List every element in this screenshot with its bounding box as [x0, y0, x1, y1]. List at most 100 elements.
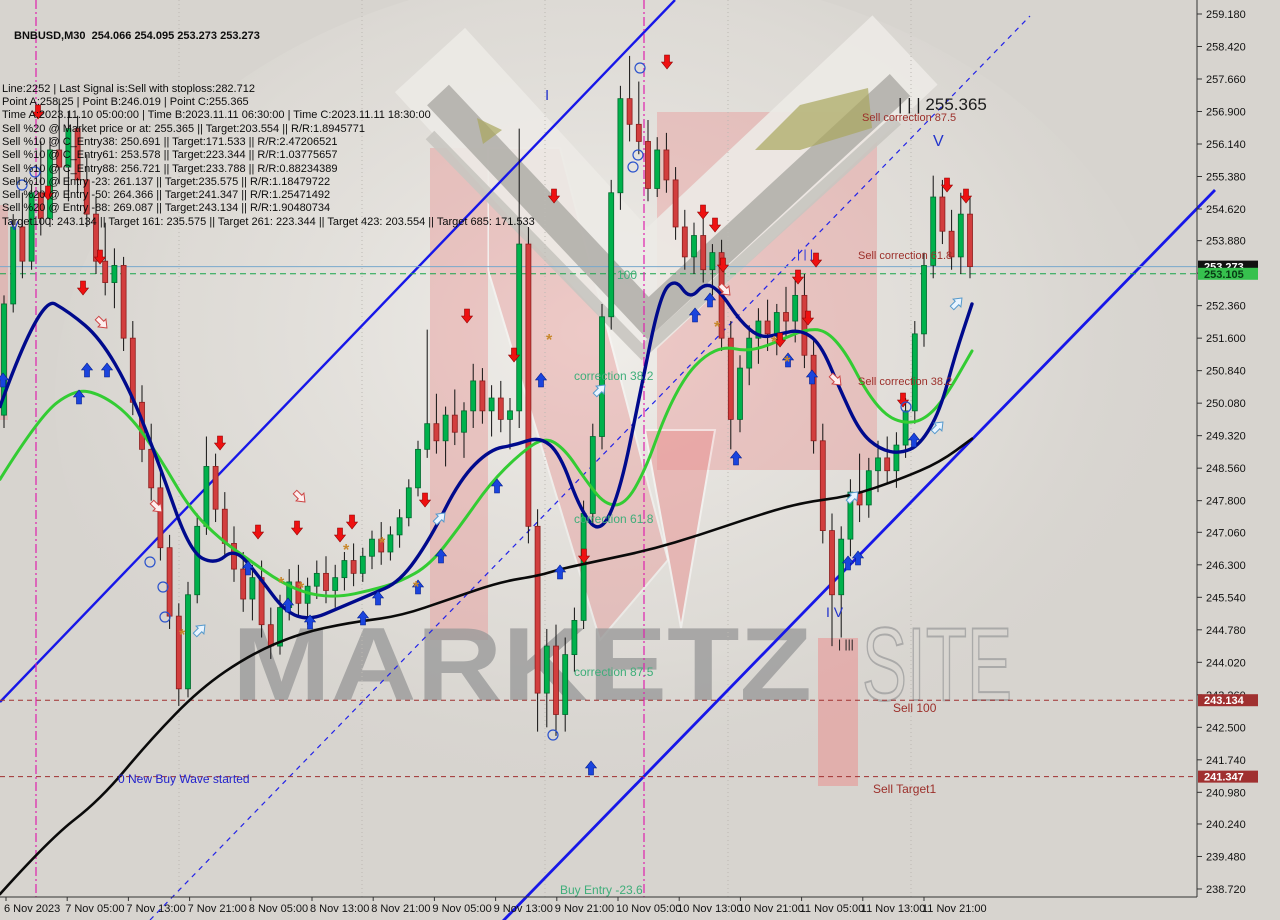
hollow-down-arrow-icon — [149, 499, 163, 513]
buy-arrow-icon — [356, 610, 370, 626]
sell-arrow-icon — [76, 280, 90, 296]
sell-arrow-icon — [547, 188, 561, 204]
star-marker-icon: * — [298, 580, 305, 597]
annotation-text: Sell 100 — [893, 701, 937, 715]
buy-arrow-icon — [100, 362, 114, 378]
annotation-text: I — [545, 87, 549, 104]
circle-marker-icon — [16, 179, 28, 191]
candle-body — [313, 572, 320, 587]
candle-body — [654, 149, 661, 189]
candle-body — [323, 572, 329, 591]
price-tick-label: 250.840 — [1206, 366, 1246, 378]
candle-body — [405, 487, 412, 519]
buy-arrow-icon — [281, 597, 295, 613]
candle-body — [378, 538, 385, 553]
buy-arrow-icon — [553, 564, 567, 580]
candle-body — [37, 192, 44, 219]
candle-body — [488, 397, 495, 412]
trendline[interactable] — [0, 0, 676, 703]
time-tick-label: 6 Nov 2023 — [4, 903, 60, 915]
price-tick-label: 248.560 — [1206, 463, 1246, 475]
candle-body — [442, 414, 449, 442]
time-axis[interactable]: 6 Nov 2023 7 Nov 05:00 7 Nov 13:00 7 Nov 21… — [4, 897, 987, 915]
price-tick-label: 247.060 — [1206, 527, 1246, 539]
candle-body — [589, 436, 596, 514]
candle-body — [571, 620, 578, 656]
candle-body — [525, 243, 532, 527]
annotation-text: Sell correction 61.8 — [858, 250, 952, 262]
circle-marker-icon — [900, 401, 912, 413]
price-marker-box: 253.105 — [1198, 267, 1258, 281]
candle-body — [645, 141, 651, 189]
candle-body — [415, 448, 421, 489]
candle-body — [19, 226, 26, 262]
sell-arrow-icon — [345, 514, 359, 530]
ma-medium-green — [0, 328, 974, 598]
candle-body — [102, 260, 109, 283]
candle-body — [838, 538, 845, 596]
buy-arrow-icon — [490, 478, 504, 494]
candle-body — [746, 337, 753, 369]
price-tick-label: 250.080 — [1206, 398, 1246, 410]
buy-arrow-icon — [729, 450, 743, 466]
sell-arrow-icon — [93, 249, 107, 265]
annotation-text: | | | — [797, 247, 813, 261]
buy-arrow-icon — [907, 432, 921, 448]
watermark-olive-shape — [477, 118, 502, 144]
annotation-text: V — [10, 218, 19, 233]
candle-body — [884, 457, 891, 472]
candle-body — [608, 192, 615, 318]
candle-body — [93, 213, 99, 262]
circle-marker-icon — [157, 581, 169, 593]
time-tick-label: 7 Nov 13:00 — [126, 903, 185, 915]
candle-body — [921, 265, 927, 335]
background-glow — [55, 0, 1175, 830]
time-tick-label: 8 Nov 21:00 — [371, 903, 430, 915]
buy-arrow-icon — [534, 372, 548, 388]
time-tick-label: 7 Nov 21:00 — [188, 903, 247, 915]
sell-arrow-icon — [290, 520, 304, 536]
candle-body — [47, 149, 53, 219]
time-tick-label: 9 Nov 13:00 — [494, 903, 553, 915]
time-tick-label: 11 Nov 05:00 — [800, 903, 865, 915]
price-tick-label: 245.540 — [1206, 592, 1246, 604]
candle-body — [433, 423, 440, 442]
price-tick-label: 255.380 — [1206, 171, 1246, 183]
buy-arrow-icon — [584, 760, 598, 776]
price-axis[interactable]: 259.180 258.420 257.660 256.900 256.140 255.3… — [1197, 9, 1258, 896]
buy-arrow-icon — [781, 352, 795, 368]
hollow-up-arrow-icon — [930, 421, 944, 435]
annotation-text: correction 87.5 — [574, 665, 654, 679]
candle-body — [249, 577, 256, 600]
candle-body — [497, 397, 504, 420]
buy-arrow-icon — [371, 590, 385, 606]
time-tick-label: 10 Nov 21:00 — [738, 903, 803, 915]
ma-fast-navy — [0, 281, 974, 620]
candle-body — [902, 410, 909, 446]
price-marker-bg — [1198, 267, 1258, 280]
annotation-text: Sell correction 87.5 — [862, 112, 956, 124]
sell-arrow-icon — [896, 392, 910, 408]
annotation-text: 0 New Buy Wave started — [118, 772, 250, 786]
price-tick-label: 238.720 — [1206, 884, 1246, 896]
hollow-up-arrow-icon — [432, 512, 446, 526]
candle-body — [727, 337, 734, 420]
watermark-chevron — [425, 115, 902, 361]
candle-body — [635, 123, 642, 142]
candle-body — [231, 543, 237, 570]
price-tick-label: 239.480 — [1206, 851, 1246, 863]
candles[interactable] — [1, 55, 973, 736]
candle-body — [175, 615, 182, 690]
price-marker-label: 241.347 — [1204, 772, 1244, 784]
price-tick-label: 240.240 — [1206, 819, 1246, 831]
candle-body — [65, 128, 72, 168]
candle-body — [479, 380, 486, 412]
annotation-text: correction 38.2 — [574, 369, 654, 383]
candle-body — [148, 448, 155, 489]
candle-body — [939, 196, 946, 232]
buy-arrow-icon — [805, 369, 819, 385]
candle-body — [369, 538, 375, 557]
candle-body — [295, 581, 302, 604]
